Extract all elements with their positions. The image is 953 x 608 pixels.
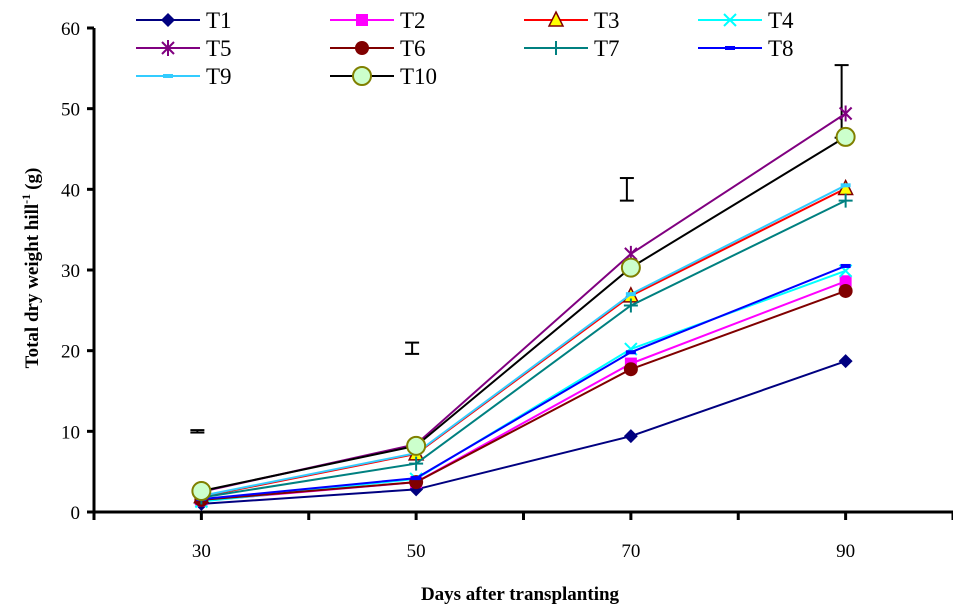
error-bar [834,64,849,139]
point-t9 [840,183,851,188]
y-tick-label: 60 [61,19,80,40]
point-t8 [411,476,422,481]
series-line-t7 [201,199,847,499]
y-tick-label: 40 [61,180,80,201]
legend-label-t3: T3 [594,8,620,33]
axes: 0 10 20 30 40 50 60 30 50 70 90 [61,19,953,562]
legend-label-t10: T10 [400,64,437,89]
legend: T1 T2 T3 T4 T5 T6 T7 T8 T9 T10 [136,8,794,89]
legend-marker-t1 [161,13,175,27]
x-axis-title: Days after transplanting [421,584,620,605]
y-axis-title: Total dry weight hill-1 (g) [19,168,43,369]
legend-item-t6: T6 [330,36,426,61]
point-t8 [840,263,851,268]
point-t10 [191,481,212,502]
legend-marker-t6 [355,41,369,55]
point-t10 [406,435,427,456]
error-bar [190,429,205,434]
legend-label-t6: T6 [400,36,426,61]
y-tick-label: 50 [61,100,80,121]
legend-item-t3: T3 [524,8,620,33]
point-t1 [623,429,638,444]
series-line-t1 [201,360,846,505]
legend-item-t1: T1 [136,8,232,33]
series-t1 [194,354,853,511]
legend-label-t5: T5 [206,36,232,61]
point-t10 [620,257,641,278]
point-t1 [838,354,853,369]
legend-label-t2: T2 [400,8,426,33]
legend-marker-t5 [161,40,175,56]
point-t9 [625,292,636,297]
y-tick-label: 0 [71,503,81,524]
series-t9 [196,183,851,498]
legend-marker-t9 [163,74,173,78]
series-t3 [193,178,854,504]
legend-item-t9: T9 [136,64,232,89]
series-lines [191,105,856,511]
x-tick-label: 30 [192,541,211,562]
point-t7 [409,456,424,471]
series-t8 [196,263,851,502]
legend-item-t2: T2 [330,8,426,33]
series-line-t9 [201,184,847,497]
error-bar [619,177,634,202]
legend-marker-t4 [723,13,737,27]
legend-item-t7: T7 [524,36,620,61]
legend-marker-t8 [725,46,735,50]
point-t5 [838,105,853,122]
y-tick-label: 30 [61,261,80,282]
point-t7 [838,193,853,208]
legend-label-t9: T9 [206,64,232,89]
y-axis-title-sup: -1 [19,194,33,204]
y-tick-label: 20 [61,342,80,363]
legend-marker-t7 [549,41,563,55]
legend-marker-t10 [352,66,372,86]
legend-label-t1: T1 [206,8,232,33]
y-axis-title-unit: (g) [22,168,43,190]
legend-label-t7: T7 [594,36,620,61]
series-line-t6 [201,290,846,501]
series-line-t8 [201,265,846,501]
point-t8 [625,350,636,355]
legend-label-t8: T8 [768,36,794,61]
legend-item-t8: T8 [698,36,794,61]
series-line-t5 [201,112,847,493]
legend-label-t4: T4 [768,8,794,33]
point-t7 [623,298,638,313]
x-tick-label: 70 [621,541,640,562]
series-line-t10 [201,136,847,493]
x-tick-label: 50 [407,541,426,562]
legend-item-t4: T4 [698,8,794,33]
point-t6 [623,362,638,377]
legend-item-t5: T5 [136,36,232,61]
series-line-t2 [201,280,846,502]
legend-item-t10: T10 [330,64,437,89]
y-tick-label: 10 [61,422,80,443]
y-axis-title-main: Total dry weight hill [22,204,43,369]
point-t2 [839,275,852,288]
legend-marker-t2 [356,14,368,26]
series-t10 [191,126,856,502]
point-t6 [838,283,853,298]
legend-marker-t3 [547,10,565,27]
point-t10 [835,126,856,147]
x-tick-label: 90 [836,541,855,562]
error-bar [405,341,420,355]
